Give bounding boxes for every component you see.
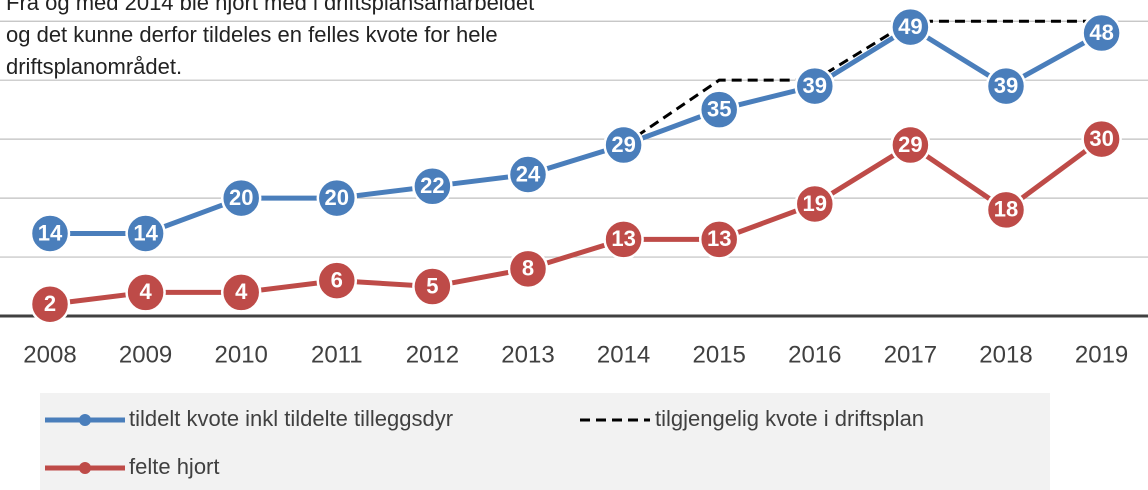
data-point — [507, 248, 549, 290]
data-label: 4 — [235, 279, 248, 304]
data-point — [1081, 118, 1122, 160]
data-label: 29 — [611, 132, 635, 157]
x-tick-label: 2011 — [311, 341, 363, 368]
data-label: 35 — [707, 96, 731, 121]
data-label: 13 — [707, 226, 731, 251]
data-point — [698, 89, 740, 130]
data-point — [603, 219, 644, 260]
x-tick-label: 2017 — [884, 341, 937, 368]
data-point — [125, 213, 166, 254]
data-point — [794, 65, 836, 107]
data-label: 4 — [139, 279, 152, 304]
data-point — [125, 272, 166, 313]
data-point — [890, 6, 931, 48]
data-point — [29, 213, 71, 254]
legend-label: tilgjengelig kvote i driftsplan — [655, 406, 924, 431]
data-label: 8 — [522, 256, 534, 281]
data-label: 19 — [803, 191, 827, 216]
x-tick-label: 2015 — [693, 341, 746, 368]
data-point — [316, 177, 358, 219]
data-label: 20 — [325, 185, 349, 210]
data-point — [220, 177, 262, 219]
data-label: 14 — [133, 220, 158, 245]
data-label: 24 — [516, 161, 541, 186]
annotation-text: og det kunne derfor tildeles en felles k… — [6, 22, 498, 47]
data-label: 39 — [994, 73, 1018, 98]
legend-label: felte hjort — [129, 454, 220, 479]
data-point — [29, 283, 71, 325]
annotation-text: driftsplanområdet. — [6, 54, 182, 79]
data-point — [985, 189, 1027, 231]
data-label: 2 — [44, 291, 56, 316]
x-tick-label: 2012 — [406, 341, 459, 368]
data-label: 30 — [1089, 126, 1113, 151]
x-tick-label: 2014 — [597, 341, 650, 368]
data-label: 13 — [611, 226, 635, 251]
data-label: 5 — [426, 273, 438, 298]
data-point — [507, 154, 549, 195]
data-label: 29 — [898, 132, 922, 157]
series-line — [50, 24, 1103, 236]
data-label: 6 — [331, 267, 343, 292]
legend-label: tildelt kvote inkl tildelte tilleggsdyr — [129, 406, 453, 431]
data-point — [890, 124, 931, 166]
data-label: 22 — [420, 173, 444, 198]
data-label: 49 — [898, 14, 922, 39]
data-point — [412, 166, 453, 207]
series-line — [49, 137, 1104, 307]
x-tick-label: 2009 — [119, 341, 172, 368]
data-point — [603, 124, 644, 166]
x-tick-label: 2008 — [23, 341, 76, 368]
series-line — [622, 19, 1102, 147]
data-point — [316, 260, 358, 301]
annotation: Fra og med 2014 ble hjort med i driftspl… — [6, 0, 534, 79]
data-point — [412, 266, 453, 307]
legend-marker — [79, 462, 91, 474]
x-tick-label: 2016 — [788, 341, 841, 368]
x-tick-label: 2010 — [215, 341, 268, 368]
data-point — [698, 219, 740, 260]
x-tick-label: 2018 — [979, 341, 1032, 368]
data-point — [985, 65, 1027, 107]
legend-background — [40, 393, 1050, 490]
annotation-text: Fra og med 2014 ble hjort med i driftspl… — [6, 0, 534, 15]
data-label: 14 — [38, 220, 63, 245]
data-label: 20 — [229, 185, 253, 210]
data-label: 39 — [803, 73, 827, 98]
data-label: 18 — [994, 197, 1018, 222]
legend-marker — [79, 414, 91, 426]
x-tick-label: 2013 — [501, 341, 554, 368]
data-point — [220, 272, 262, 313]
x-tick-label: 2019 — [1075, 341, 1128, 368]
data-point — [1081, 12, 1122, 54]
legend: tildelt kvote inkl tildelte tilleggsdyr t… — [45, 406, 924, 479]
data-point — [794, 183, 836, 225]
data-label: 48 — [1089, 20, 1113, 45]
lines — [49, 19, 1104, 307]
